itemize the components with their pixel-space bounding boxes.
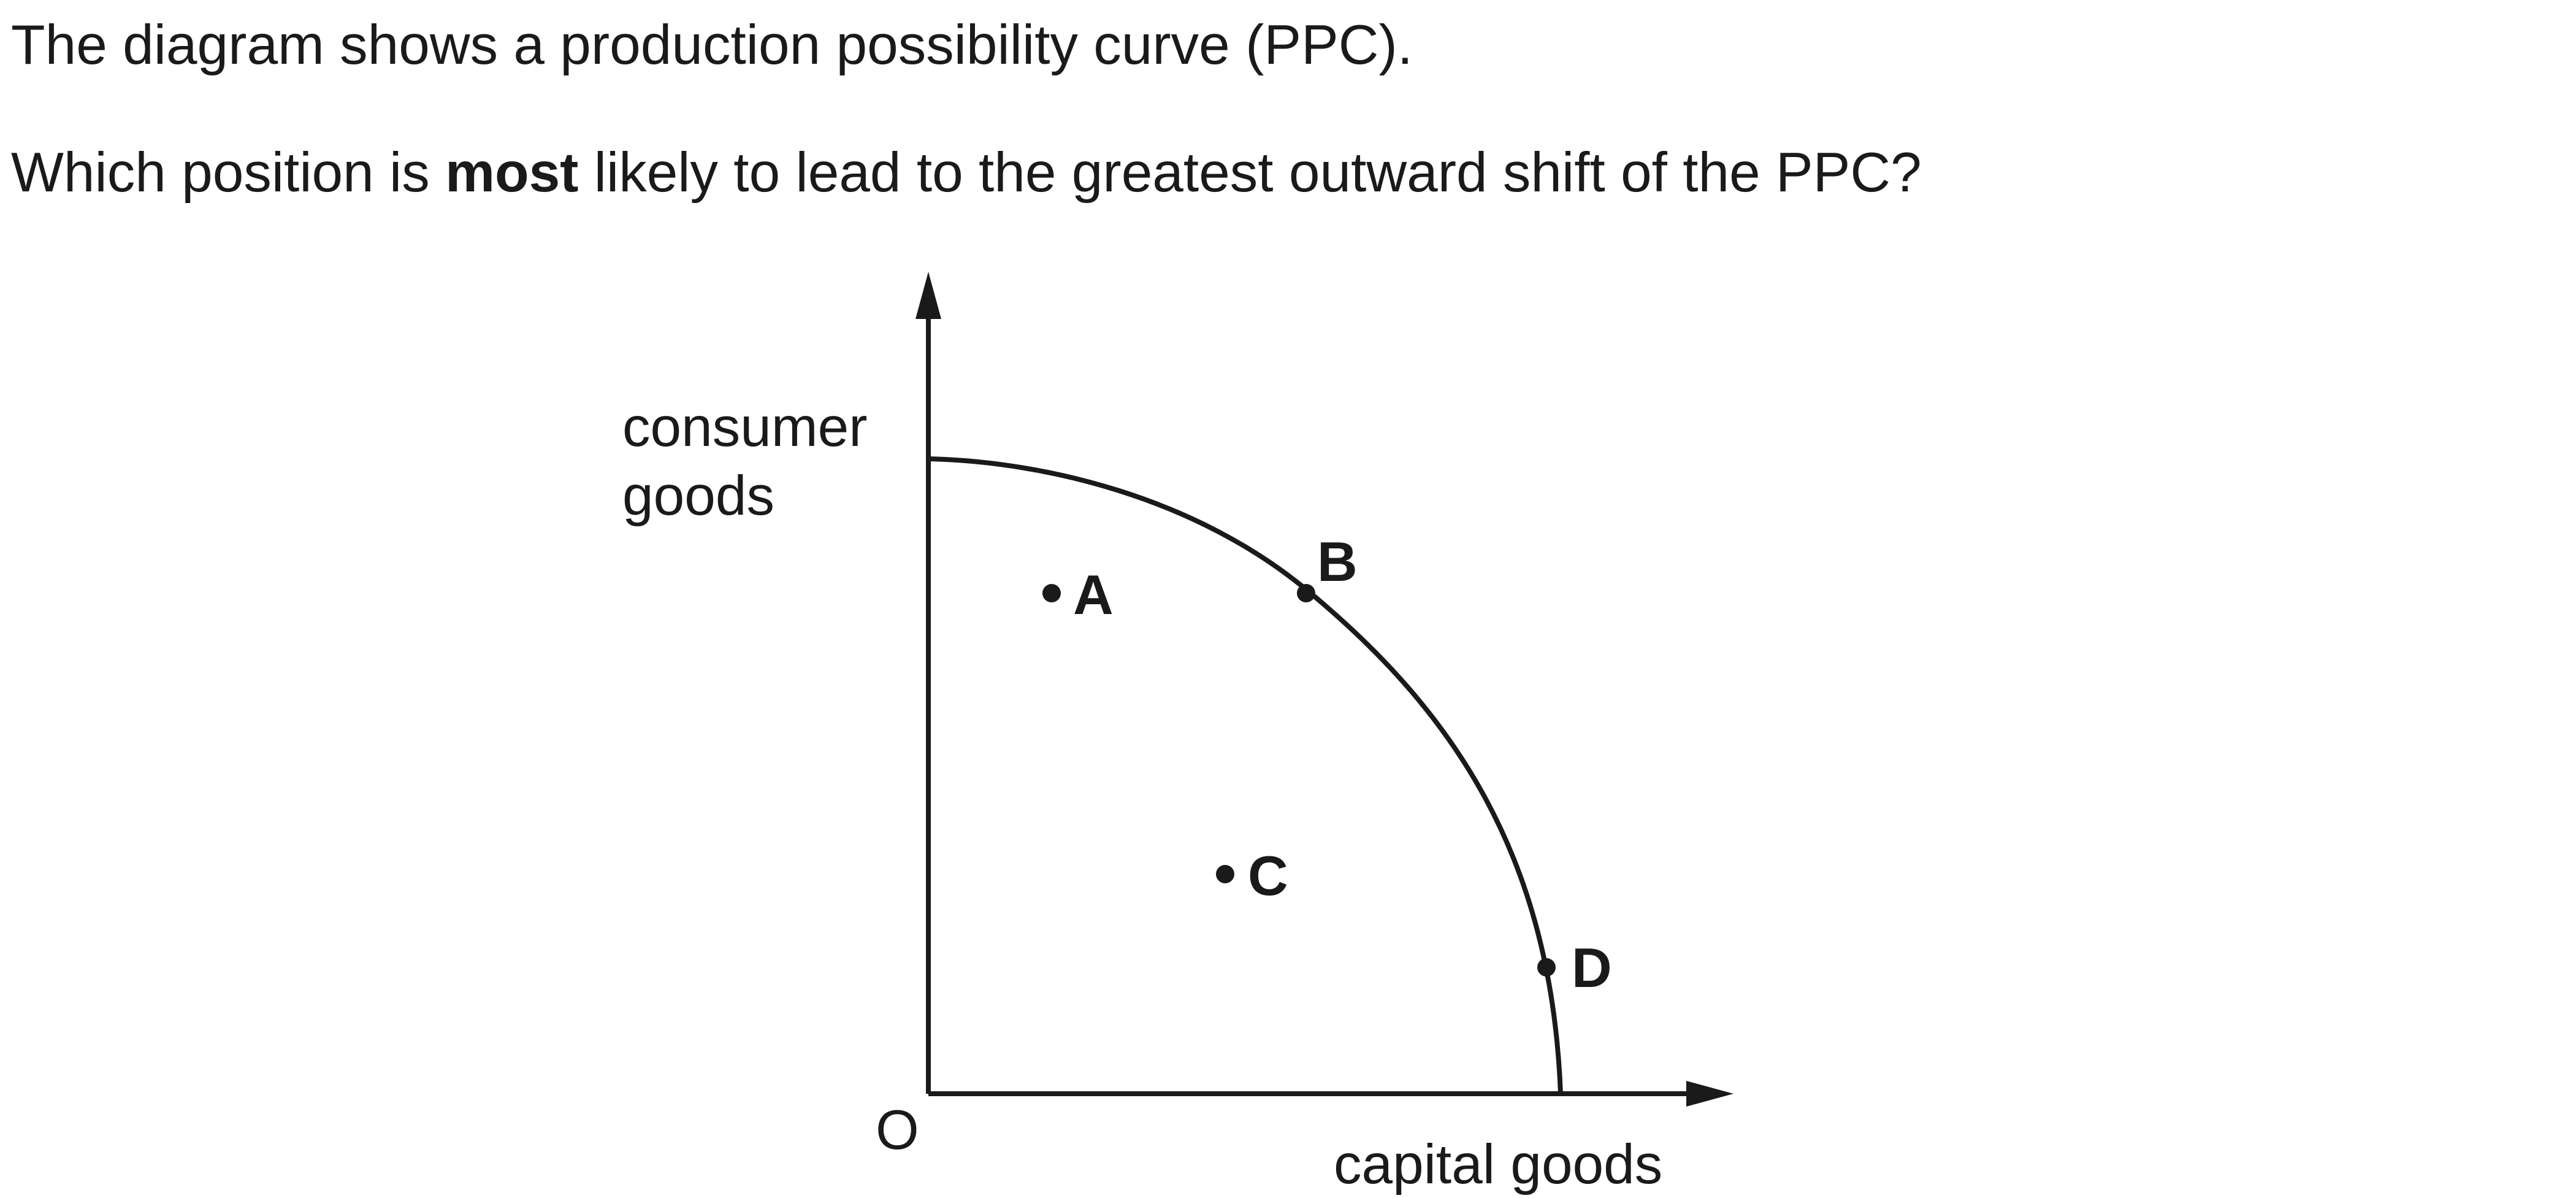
origin-label: O — [876, 1099, 919, 1161]
point-b-marker — [1297, 584, 1315, 602]
question-prompt: Which position is most likely to lead to… — [11, 145, 1922, 201]
question-intro: The diagram shows a production possibili… — [11, 14, 1413, 76]
x-axis-label: capital goods — [1334, 1134, 1662, 1196]
point-a-marker — [1042, 584, 1061, 602]
question-prompt-start: Which position is — [11, 142, 446, 204]
point-b-label: B — [1317, 531, 1358, 593]
ppc-curve — [928, 456, 1563, 1094]
y-axis-label-line2: goods — [622, 465, 774, 527]
question-emphasis: most — [445, 142, 579, 204]
x-axis-arrowhead — [1686, 1081, 1733, 1107]
point-c-marker — [1216, 865, 1234, 883]
point-a-label: A — [1073, 564, 1114, 626]
y-axis-arrowhead — [915, 272, 941, 319]
point-c-label: C — [1248, 845, 1288, 907]
question-prompt-end: likely to lead to the greatest outward s… — [578, 142, 1922, 204]
y-axis-label-line1: consumer — [622, 396, 868, 458]
point-d-marker — [1537, 958, 1556, 977]
point-d-label: D — [1572, 937, 1612, 999]
